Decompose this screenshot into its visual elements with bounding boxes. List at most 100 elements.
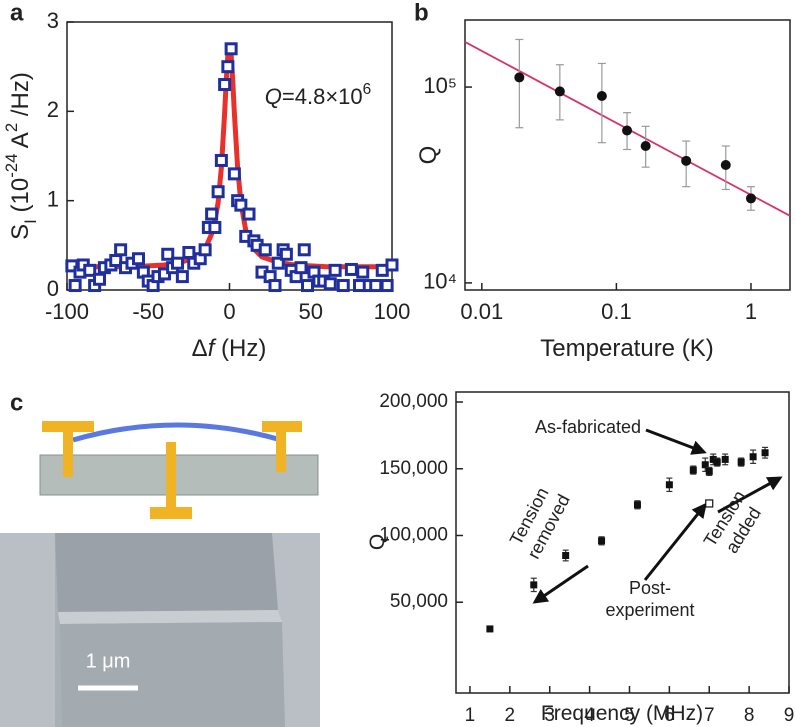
sem-pad [0,533,55,727]
panel-label: c [10,389,23,416]
x-tick-label: 3 [544,705,555,726]
data-point [530,581,538,589]
x-tick-label: -50 [132,299,164,324]
x-tick-label: 100 [374,299,411,324]
data-point [227,167,241,181]
x-tick-label: 6 [664,705,675,726]
data-point [486,625,494,633]
data-point [514,72,525,83]
y-tick-label: 200,000 [379,391,448,412]
data-point [242,207,256,221]
label-part: Q [265,84,282,109]
data-point [198,243,212,257]
annotation: experiment [605,600,694,620]
data-point [665,481,673,489]
y-tick-label: 100,000 [379,525,448,546]
data-point [344,262,358,276]
y-tick-label: 50,000 [390,591,448,612]
device-diagram [39,421,319,519]
data-point [745,193,756,204]
electrode [262,421,302,432]
data-point [114,243,128,257]
data-point [380,279,394,293]
data-point [171,256,184,270]
data-point [294,261,308,275]
annotation: Q=4.8×106 [265,81,371,109]
data-point [93,272,106,286]
data-point [68,279,82,293]
error-bar [515,38,524,129]
plot-frame [455,391,790,694]
data-point [175,270,189,284]
data-point [271,256,285,270]
x-tick-label: 5 [624,705,635,726]
x-tick-label: 1 [745,299,757,324]
annotation: Post- [629,578,671,598]
label-part: Temperature (K) [540,335,713,362]
data-point [705,467,713,475]
data-point [622,125,633,136]
label-part: I [21,219,40,224]
label-part: Δ [192,335,208,362]
data-point [205,207,219,221]
label-part: S [7,224,34,240]
y-tick-label: 2 [47,97,59,122]
y-tick-label: 150,000 [379,458,448,479]
scale-bar-label: 1 μm [86,650,131,672]
y-tick-label: 3 [47,8,59,33]
electrode [276,432,286,472]
label-part: 6 [363,81,372,98]
x-tick-label: 4 [584,705,595,726]
y-tick-label: 0 [47,276,59,301]
plot-area [486,446,769,633]
data-point [336,279,350,293]
x-tick-label: 1 [465,705,476,726]
x-axis-label: Frequency (MHz) [541,702,703,725]
data-point [161,247,175,261]
data-point [749,453,757,461]
plot-area [464,38,791,217]
data-point [640,141,651,152]
y-axis-label: Q [415,146,442,165]
data-point [132,252,145,266]
x-axis-label: Δf (Hz) [192,335,267,362]
data-point [268,279,282,293]
data-point [356,265,370,279]
label-part: 2 [2,123,21,132]
arrow [532,564,589,604]
y-tick-label: 10⁴ [423,269,457,294]
data-point [211,185,225,199]
plot-frame [464,19,791,291]
data-point [182,245,196,259]
data-point [554,86,565,97]
panel-label: a [10,0,24,26]
data-point [279,247,293,261]
x-tick-label: 2 [505,705,516,726]
electrode [166,442,176,510]
x-tick-label: 9 [784,705,795,726]
x-tick-label: 8 [744,705,755,726]
beam [72,422,282,443]
x-tick-label: 50 [299,299,323,324]
data-point [234,198,248,212]
arrow [645,428,707,455]
x-tick-label: 0.1 [601,299,632,324]
data-point [385,258,399,272]
data-point [681,155,692,166]
data-point [369,279,383,293]
data-point [598,537,606,545]
y-tick-label: 1 [47,186,59,211]
y-tick-label: 10⁵ [423,73,457,98]
electrode [150,507,192,519]
annotation-arrows [532,428,783,604]
sem-image: 1 μm [0,533,320,727]
data-point [258,243,272,257]
label-part: /Hz) [7,72,34,123]
data-point [328,263,342,277]
fit-line [67,43,392,270]
data-point [83,263,97,277]
label-part: -24 [2,154,21,178]
data-point [761,449,769,457]
label-part: Frequency (MHz) [541,702,703,725]
data-point [633,501,641,509]
